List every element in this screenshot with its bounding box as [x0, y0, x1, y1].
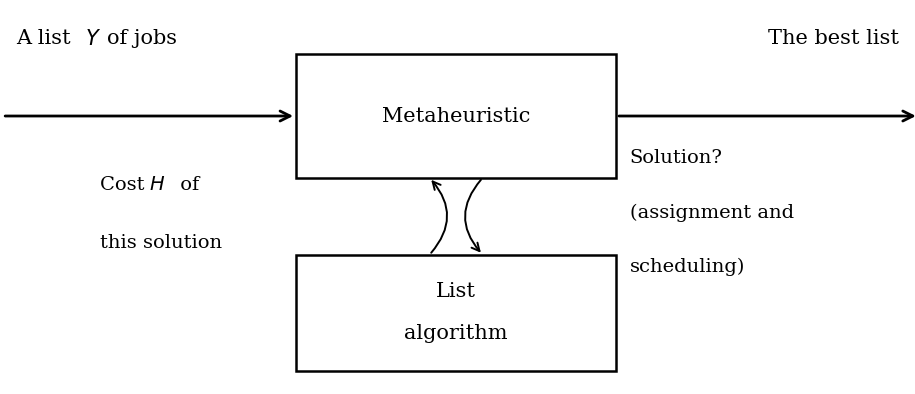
FancyBboxPatch shape — [296, 54, 616, 178]
Text: Solution?: Solution? — [630, 149, 723, 167]
Text: List: List — [436, 282, 476, 301]
Text: algorithm: algorithm — [404, 324, 508, 344]
Text: scheduling): scheduling) — [630, 257, 745, 275]
Text: of jobs: of jobs — [107, 30, 178, 48]
FancyArrowPatch shape — [431, 182, 447, 253]
Text: A list: A list — [16, 30, 77, 48]
FancyArrowPatch shape — [465, 180, 481, 251]
Text: $\mathit{H}$: $\mathit{H}$ — [149, 177, 166, 194]
Text: (assignment and: (assignment and — [630, 203, 793, 221]
Text: Metaheuristic: Metaheuristic — [382, 106, 531, 126]
Text: this solution: this solution — [101, 234, 222, 252]
Text: Cost: Cost — [101, 177, 151, 194]
Text: The best list: The best list — [768, 30, 899, 48]
Text: of: of — [174, 177, 199, 194]
Text: $\mathit{Y}$: $\mathit{Y}$ — [85, 29, 102, 49]
FancyBboxPatch shape — [296, 255, 616, 370]
